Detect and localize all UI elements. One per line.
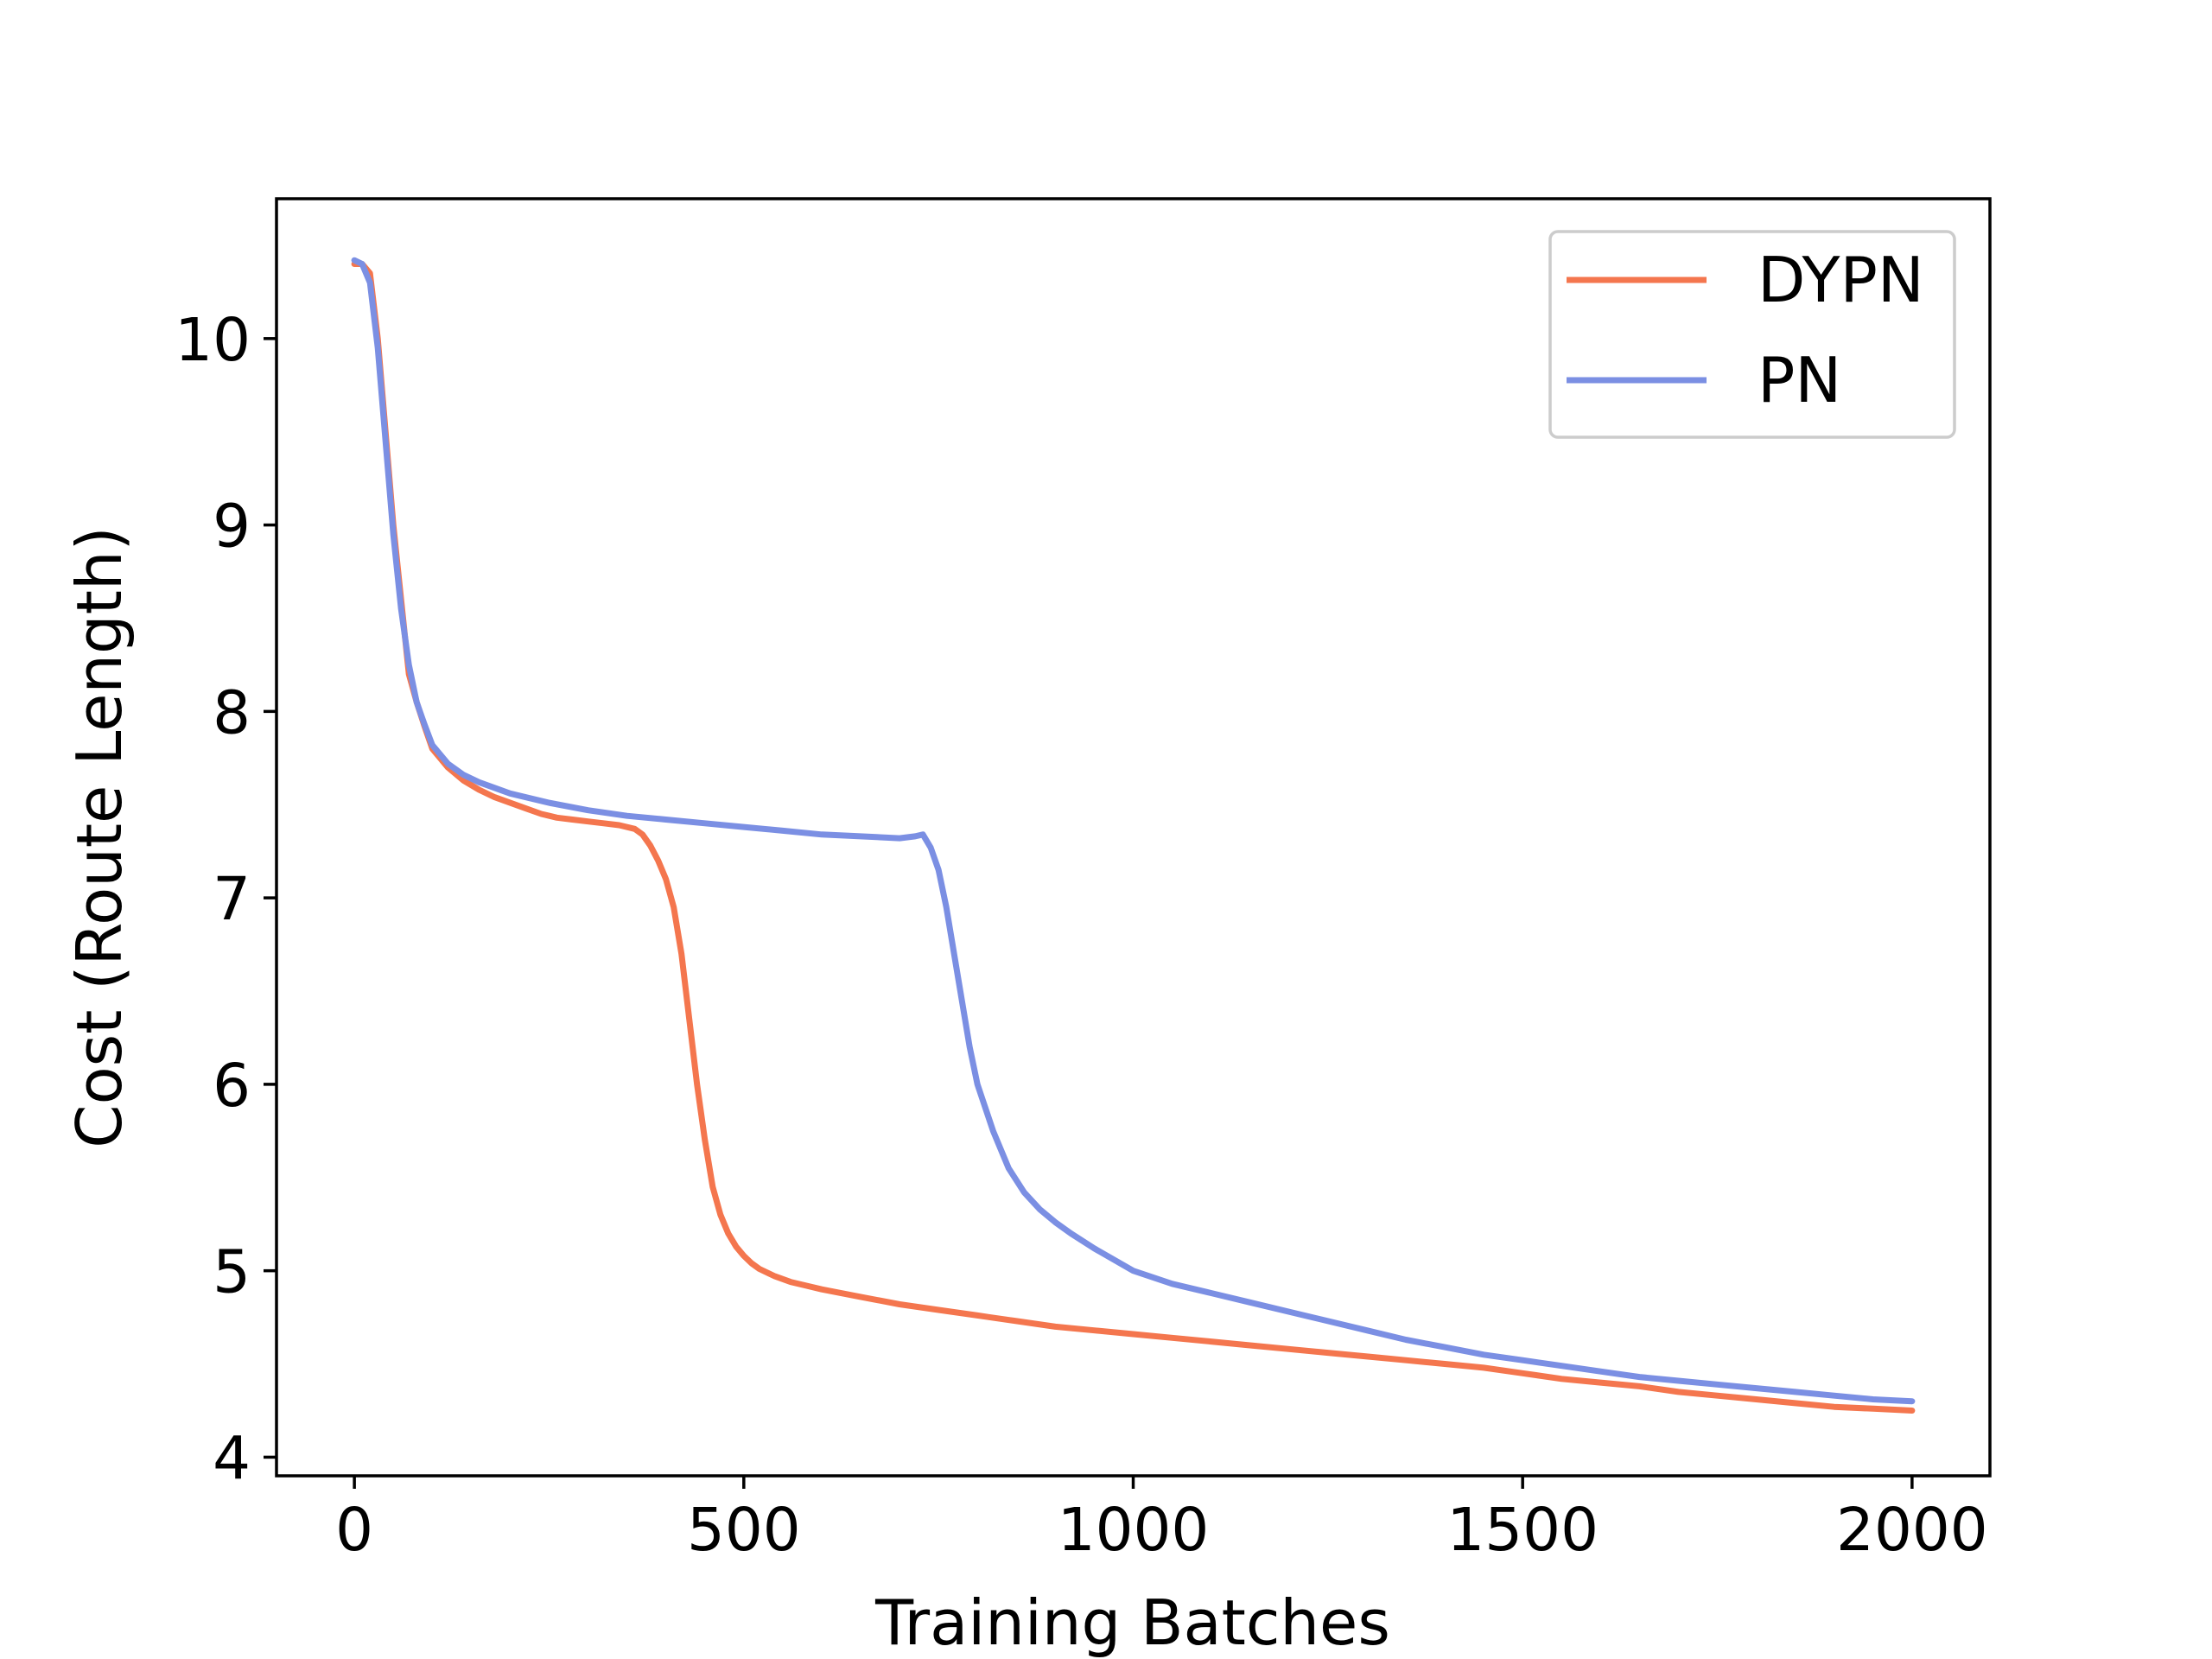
y-tick-label: 4 <box>213 1424 251 1493</box>
legend-label-dypn: DYPN <box>1758 244 1924 316</box>
y-tick-label: 6 <box>213 1052 251 1121</box>
x-axis-label: Training Batches <box>874 1586 1390 1659</box>
x-tick-label: 0 <box>335 1496 373 1565</box>
x-tick-label: 1500 <box>1446 1496 1599 1565</box>
y-tick-label: 9 <box>213 493 251 562</box>
x-tick-label: 2000 <box>1836 1496 1988 1565</box>
y-axis-label: Cost (Route Length) <box>63 526 136 1147</box>
legend-label-pn: PN <box>1758 344 1841 416</box>
y-tick-label: 5 <box>213 1238 251 1307</box>
y-tick-label: 8 <box>213 678 251 747</box>
x-tick-label: 500 <box>687 1496 801 1565</box>
y-tick-label: 7 <box>213 865 251 934</box>
y-tick-label: 10 <box>175 306 251 375</box>
x-tick-label: 1000 <box>1058 1496 1210 1565</box>
legend: DYPN PN <box>1550 232 1955 437</box>
